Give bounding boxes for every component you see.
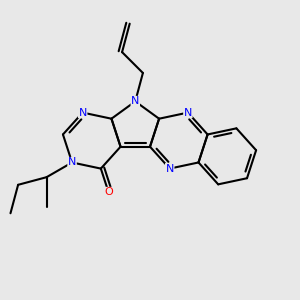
Text: N: N (68, 158, 76, 167)
Text: N: N (166, 164, 174, 174)
Text: N: N (184, 108, 192, 118)
Text: N: N (131, 96, 140, 106)
Text: N: N (79, 108, 87, 118)
Text: O: O (104, 188, 113, 197)
